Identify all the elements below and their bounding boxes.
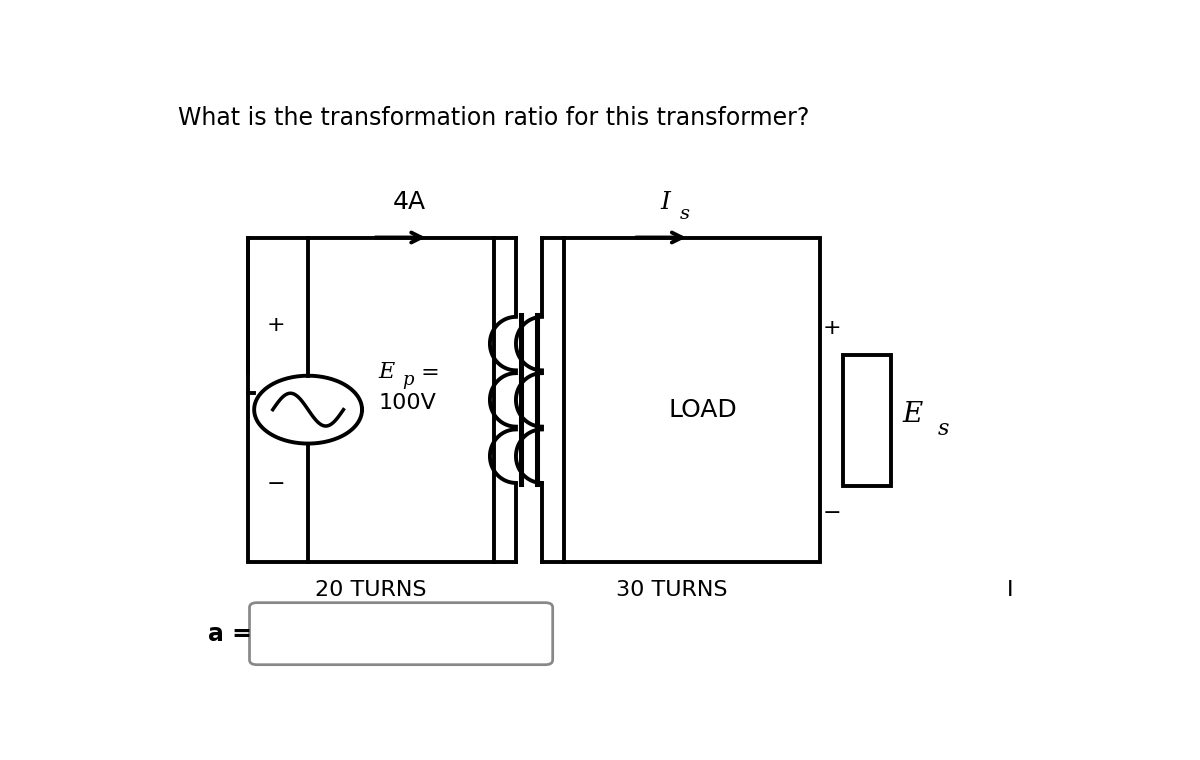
- Text: LOAD: LOAD: [668, 397, 738, 422]
- Text: 4A: 4A: [394, 190, 426, 214]
- Text: =: =: [414, 363, 440, 383]
- Text: 100V: 100V: [379, 393, 437, 413]
- Text: +: +: [822, 318, 841, 338]
- Text: −: −: [266, 474, 284, 494]
- Text: +: +: [266, 315, 284, 335]
- Text: E: E: [902, 401, 923, 428]
- Text: 30 TURNS: 30 TURNS: [616, 580, 727, 600]
- Bar: [842, 354, 892, 486]
- Text: s: s: [679, 205, 689, 223]
- Text: I: I: [661, 191, 671, 214]
- Text: 20 TURNS: 20 TURNS: [316, 580, 427, 600]
- Text: I: I: [1007, 580, 1014, 600]
- FancyBboxPatch shape: [250, 603, 553, 665]
- Bar: [247, 237, 494, 562]
- Text: a =: a =: [208, 622, 252, 646]
- Text: E: E: [379, 361, 395, 383]
- Text: s: s: [937, 418, 949, 440]
- Text: What is the transformation ratio for this transformer?: What is the transformation ratio for thi…: [178, 106, 809, 130]
- Bar: [564, 237, 820, 562]
- Text: −: −: [822, 502, 841, 523]
- Text: p: p: [402, 371, 414, 389]
